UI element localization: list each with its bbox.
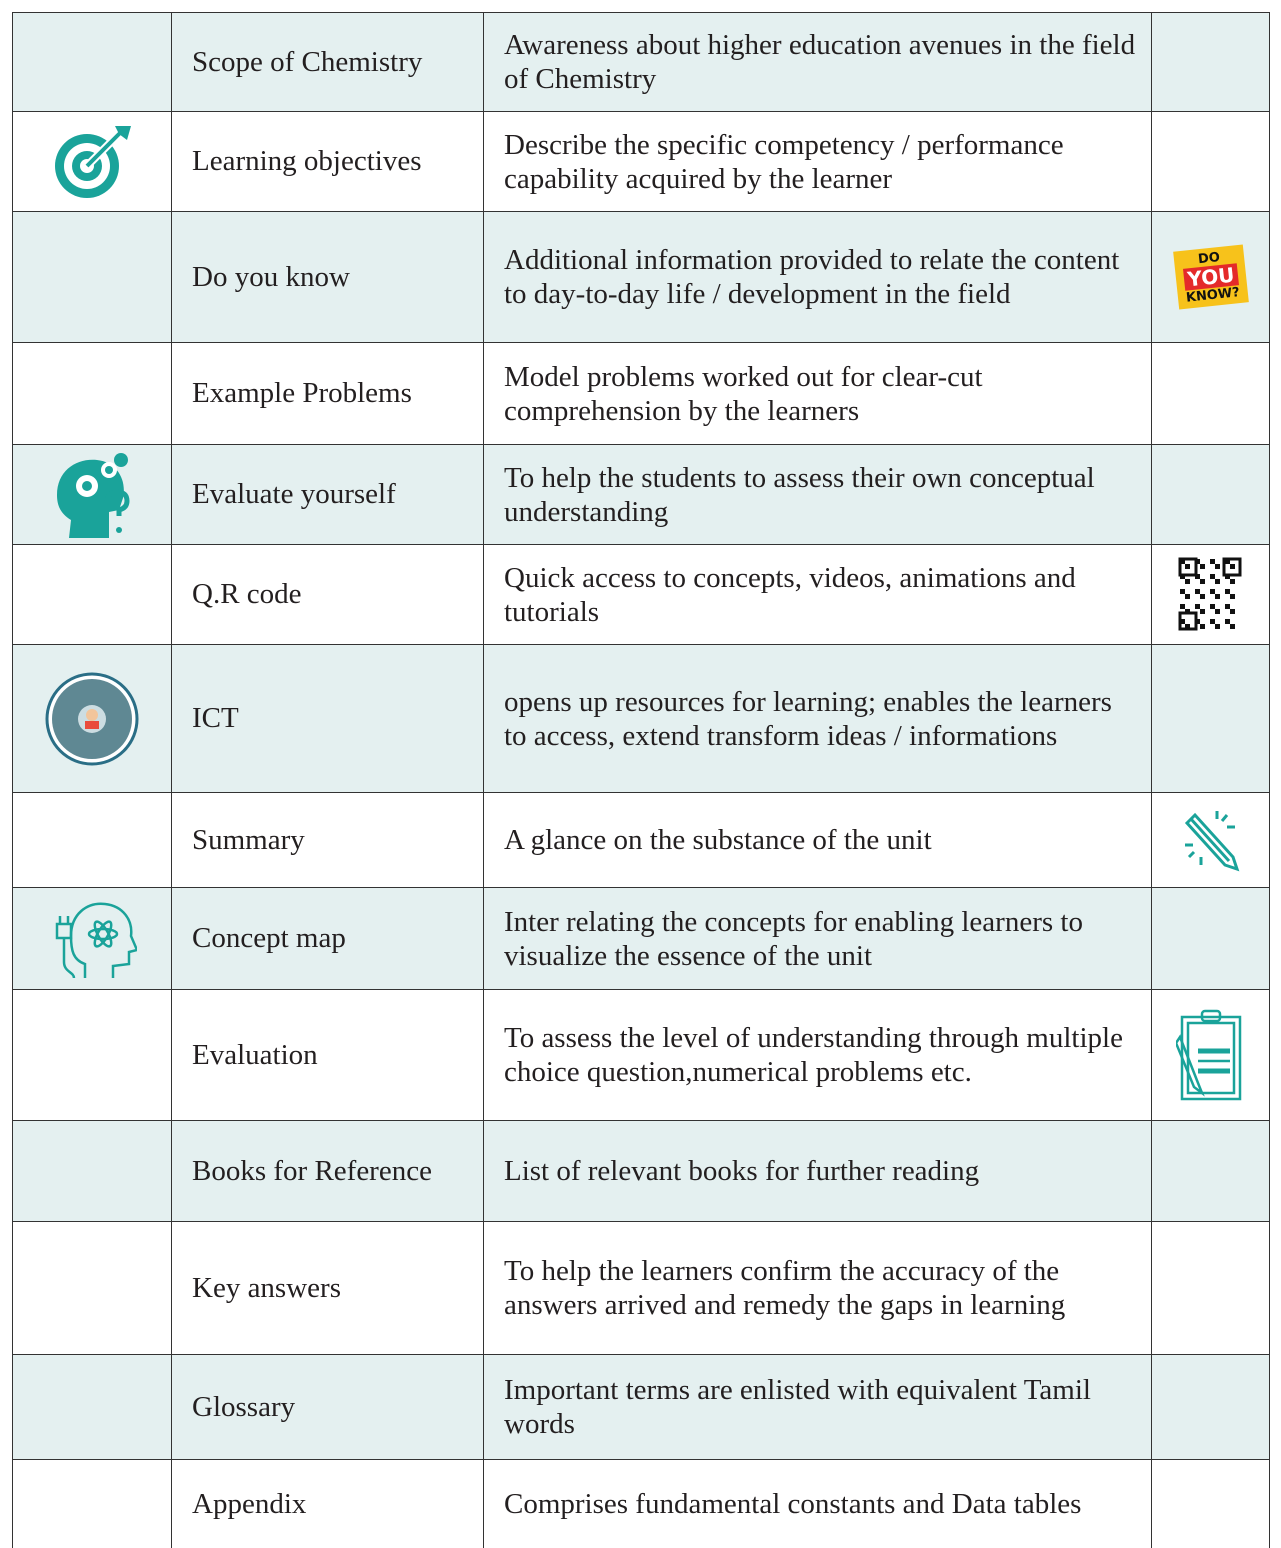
row-description: List of relevant books for further readi… (484, 1121, 1152, 1222)
row-description: Describe the specific competency / perfo… (484, 112, 1152, 212)
row-label: Evaluate yourself (172, 445, 484, 545)
icon-cell (1152, 990, 1270, 1121)
row-label: Glossary (172, 1355, 484, 1460)
icon-cell (1152, 112, 1270, 212)
row-label: Summary (172, 793, 484, 888)
icon-cell (12, 112, 172, 212)
row-label: Concept map (172, 888, 484, 990)
row-label: Books for Reference (172, 1121, 484, 1222)
row-label: Scope of Chemistry (172, 12, 484, 112)
icon-cell (12, 1355, 172, 1460)
row-label: Example Problems (172, 343, 484, 445)
icon-cell (1152, 1460, 1270, 1548)
row-label: Learning objectives (172, 112, 484, 212)
row-description: Important terms are enlisted with equiva… (484, 1355, 1152, 1460)
icon-cell (12, 545, 172, 645)
row-description: To assess the level of understanding thr… (484, 990, 1152, 1121)
icon-cell (12, 645, 172, 793)
icon-cell (1152, 545, 1270, 645)
do-you-know-badge: DO YOU KNOW? (1172, 244, 1249, 310)
row-description: opens up resources for learning; enables… (484, 645, 1152, 793)
icon-cell (12, 212, 172, 343)
icon-cell: DO YOU KNOW? (1152, 212, 1270, 343)
row-description: To help the learners confirm the accurac… (484, 1222, 1152, 1355)
icon-cell (12, 12, 172, 112)
icon-cell (1152, 1222, 1270, 1355)
icon-cell (1152, 445, 1270, 545)
row-label: ICT (172, 645, 484, 793)
icon-cell (12, 990, 172, 1121)
badge-text: KNOW? (1184, 285, 1241, 306)
icon-cell (12, 343, 172, 445)
icon-cell (1152, 793, 1270, 888)
row-description: Awareness about higher education avenues… (484, 12, 1152, 112)
row-label: Key answers (172, 1222, 484, 1355)
icon-cell (1152, 645, 1270, 793)
row-description: To help the students to assess their own… (484, 445, 1152, 545)
icon-cell (12, 793, 172, 888)
row-label: Appendix (172, 1460, 484, 1548)
icon-cell (1152, 888, 1270, 990)
row-description: Inter relating the concepts for enabling… (484, 888, 1152, 990)
icon-cell (12, 1460, 172, 1548)
row-description: Model problems worked out for clear-cut … (484, 343, 1152, 445)
row-description: Comprises fundamental constants and Data… (484, 1460, 1152, 1548)
row-label: Q.R code (172, 545, 484, 645)
row-label: Evaluation (172, 990, 484, 1121)
row-label: Do you know (172, 212, 484, 343)
icon-cell (1152, 1355, 1270, 1460)
icon-cell (12, 445, 172, 545)
icon-cell (1152, 12, 1270, 112)
icon-cell (12, 888, 172, 990)
row-description: Quick access to concepts, videos, animat… (484, 545, 1152, 645)
icon-cell (1152, 343, 1270, 445)
icon-cell (1152, 1121, 1270, 1222)
row-description: A glance on the substance of the unit (484, 793, 1152, 888)
icon-cell (12, 1222, 172, 1355)
icon-cell (12, 1121, 172, 1222)
row-description: Additional information provided to relat… (484, 212, 1152, 343)
